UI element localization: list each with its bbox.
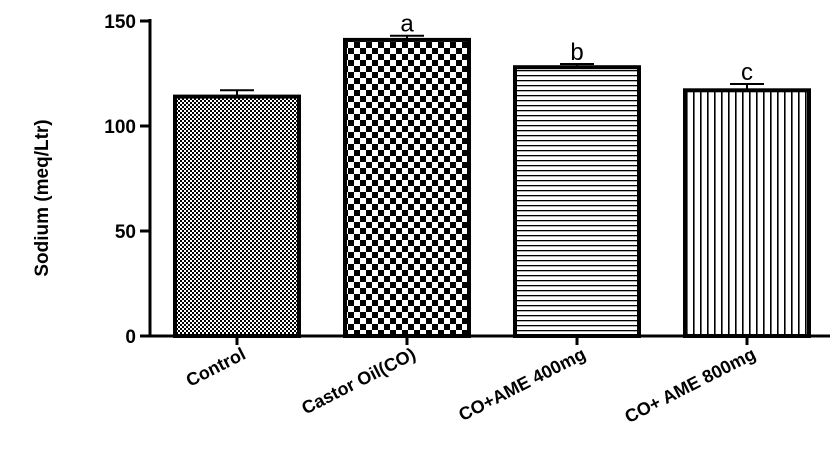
bar-co-ame-800mg: [683, 88, 811, 338]
y-tick-label: 50: [115, 222, 136, 243]
bar-co-ame-400mg: [513, 65, 641, 338]
y-tick-label: 0: [125, 327, 136, 348]
significance-label-co-ame-800mg: c: [741, 59, 753, 86]
category-label-control: Control: [183, 344, 249, 391]
y-tick-label: 100: [104, 117, 136, 138]
bars: a b c: [173, 11, 811, 339]
y-tick-label: 150: [104, 12, 136, 33]
bar-control: [173, 94, 301, 338]
category-label-castor-oil-co: Castor Oil(CO): [298, 344, 418, 419]
category-labels: Control Castor Oil(CO) CO+AME 400mg CO+ AME…: [183, 336, 759, 427]
bar-castor-oil-co: [343, 37, 471, 339]
category-label-co-ame-400mg: CO+AME 400mg: [455, 344, 588, 425]
significance-label-castor-oil-co: a: [400, 11, 414, 38]
category-label-co-ame-800mg: CO+ AME 800mg: [622, 344, 759, 427]
y-axis-label: Sodium (meq/Ltr): [32, 119, 53, 276]
significance-label-co-ame-400mg: b: [570, 39, 583, 66]
